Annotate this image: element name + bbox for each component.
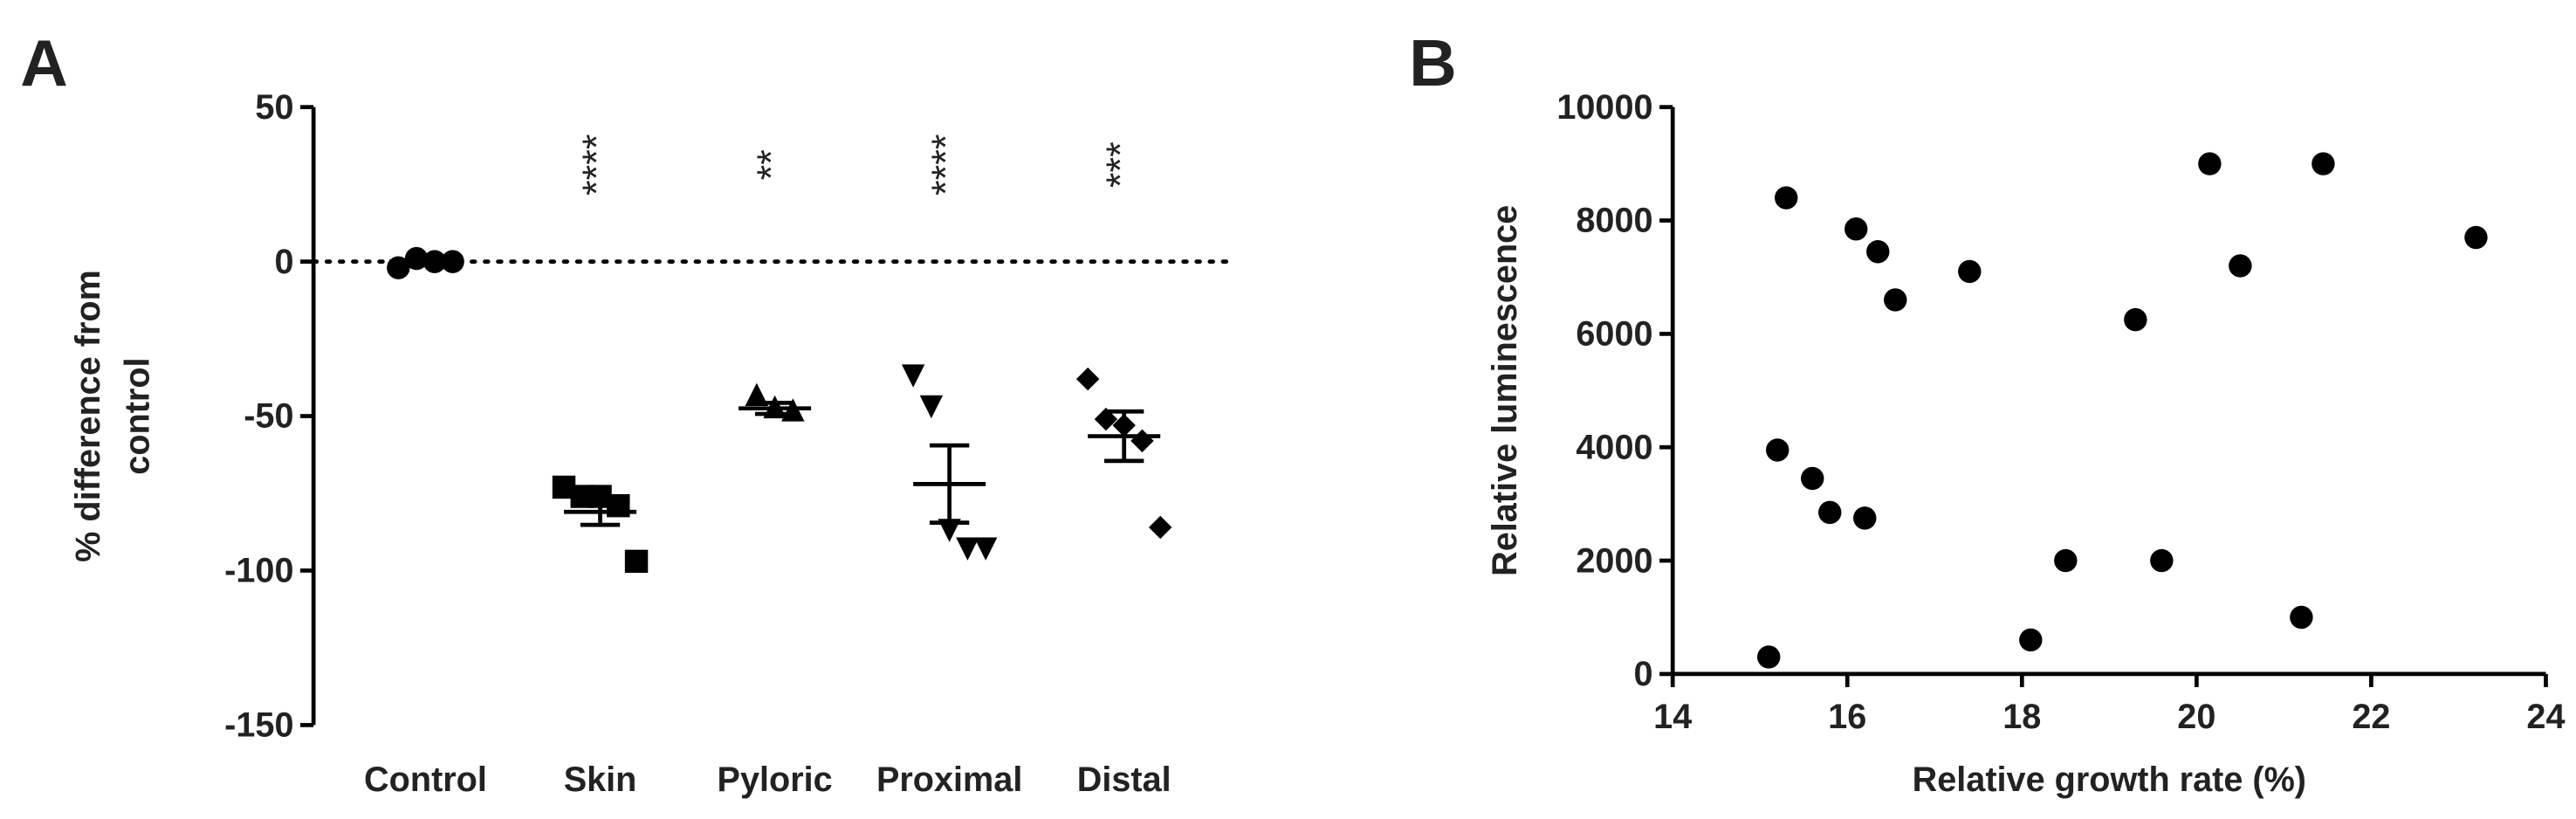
point (956, 537, 979, 561)
point (1844, 217, 1868, 241)
y-tick-label: 10000 (1556, 88, 1652, 127)
point (2312, 152, 2335, 176)
y-tick-label: -50 (244, 397, 293, 436)
y-tick-label: -150 (224, 706, 293, 745)
y-tick-label: 0 (1633, 655, 1652, 693)
point (1757, 645, 1781, 669)
x-tick-label: Proximal (876, 760, 1022, 799)
significance: **** (924, 134, 968, 196)
y-tick-label: 8000 (1576, 202, 1652, 240)
point (1884, 288, 1907, 312)
point (2464, 225, 2488, 250)
x-tick-label: 20 (2177, 698, 2215, 736)
point (1866, 240, 1890, 264)
error-bar (930, 443, 970, 525)
y-tick-label: 0 (274, 243, 293, 281)
y-tick-label: 50 (255, 88, 293, 127)
point (1775, 186, 1798, 210)
panel-label: A (20, 26, 68, 100)
point (1149, 515, 1172, 540)
point (2150, 548, 2174, 573)
x-tick-label: Pyloric (718, 760, 833, 799)
point (2124, 307, 2147, 332)
x-tick-label: Control (364, 760, 487, 799)
point (2019, 628, 2043, 652)
error-bar (580, 497, 621, 527)
significance: ** (749, 149, 793, 180)
x-axis-title: Relative growth rate (%) (1913, 760, 2306, 799)
point (1075, 367, 1100, 391)
point (1958, 259, 1982, 284)
x-tick-label: 16 (1828, 698, 1866, 736)
panel-label: B (1409, 26, 1457, 100)
y-tick-label: 2000 (1576, 541, 1652, 580)
point (901, 364, 925, 388)
y-axis-title: control (118, 357, 156, 474)
y-axis-title: Relative luminescence (1486, 205, 1524, 576)
significance: *** (1098, 141, 1143, 188)
significance: **** (574, 134, 619, 196)
y-tick-label: 6000 (1576, 315, 1652, 354)
point (2290, 605, 2313, 630)
x-tick-label: 14 (1653, 698, 1692, 736)
error-bar (1104, 409, 1144, 464)
error-bar (754, 400, 795, 416)
point (745, 382, 769, 406)
x-tick-label: 22 (2352, 698, 2390, 736)
point (919, 395, 944, 419)
point (624, 549, 649, 574)
point (1766, 438, 1789, 462)
x-tick-label: Skin (564, 760, 637, 799)
point (2198, 152, 2222, 176)
point (1801, 466, 1824, 491)
y-axis-title: % difference from (69, 270, 107, 562)
error-bar (405, 257, 446, 266)
point (2229, 254, 2252, 278)
x-tick-label: Distal (1077, 760, 1171, 799)
point (1818, 500, 1842, 525)
x-tick-label: 24 (2526, 698, 2565, 736)
x-tick-label: 18 (2002, 698, 2041, 736)
point (2054, 548, 2078, 573)
point (973, 537, 998, 561)
y-tick-label: 4000 (1576, 428, 1652, 466)
y-tick-label: -100 (224, 552, 293, 590)
point (1130, 429, 1154, 453)
point (1853, 506, 1877, 530)
